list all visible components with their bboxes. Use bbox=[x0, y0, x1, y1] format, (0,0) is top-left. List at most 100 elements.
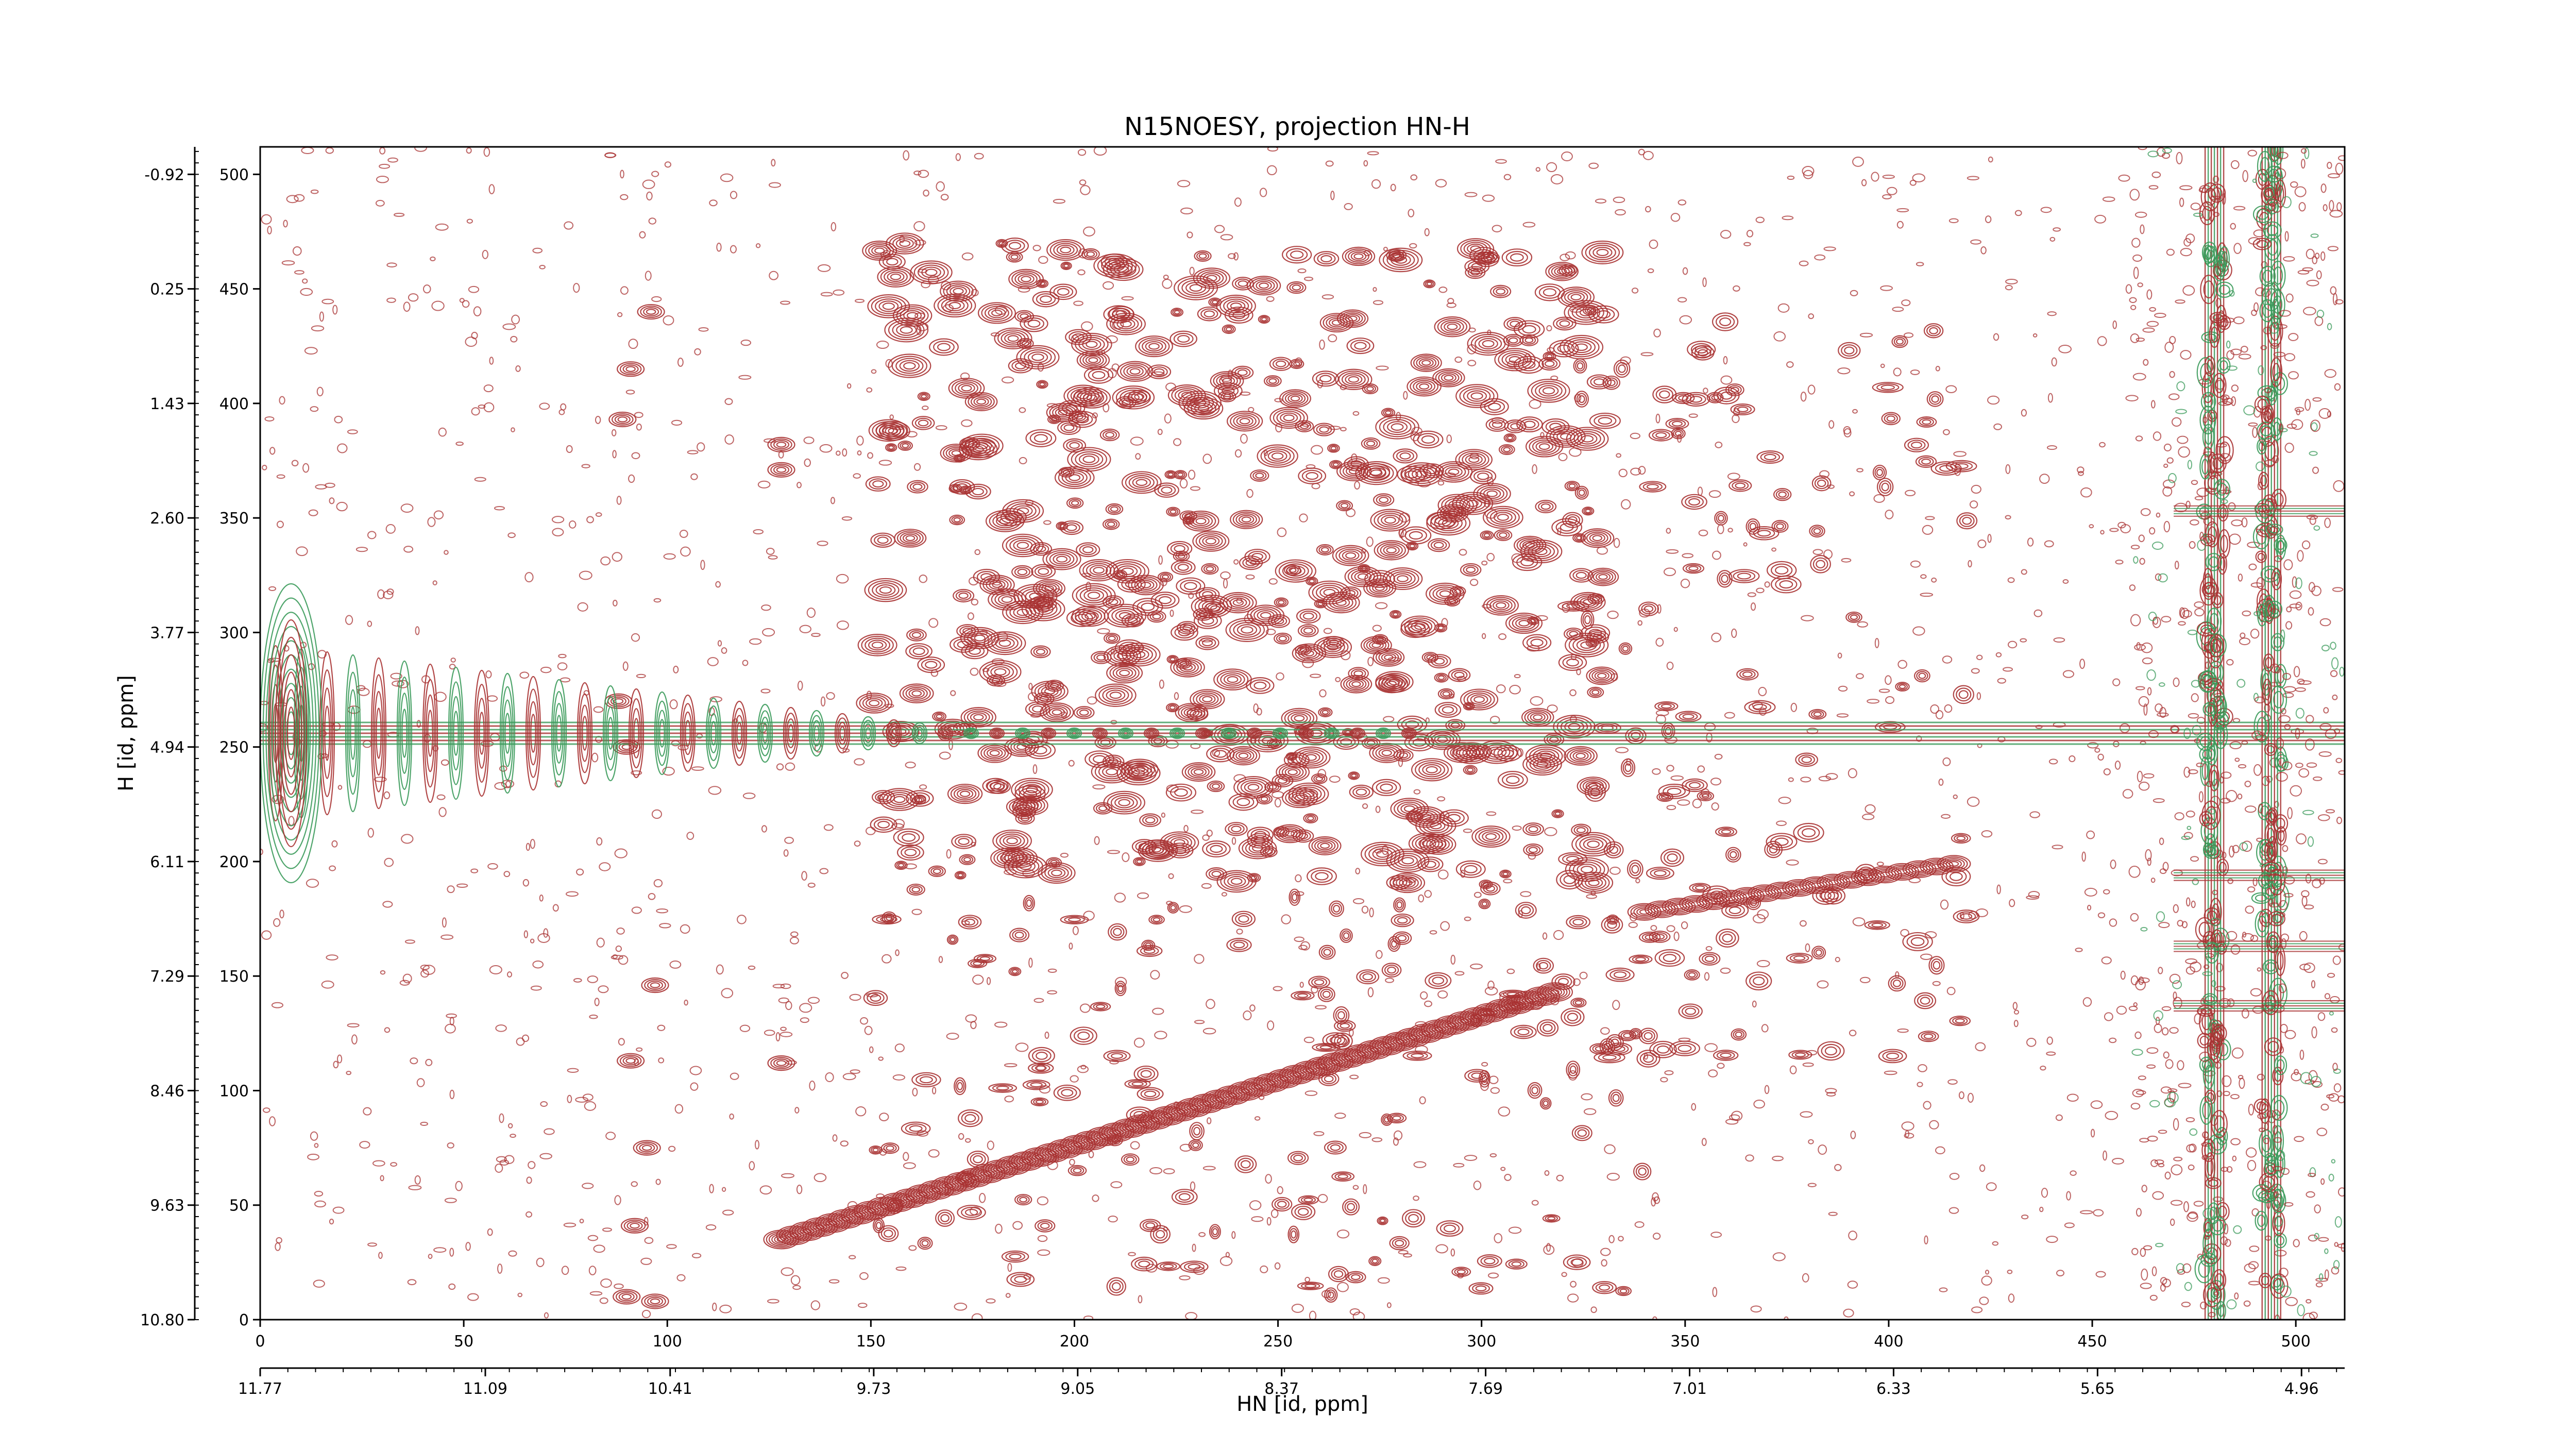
noise-contour bbox=[449, 1248, 454, 1257]
noise-contour bbox=[1550, 174, 1564, 184]
noise-contour bbox=[2046, 1051, 2056, 1056]
noise-contour bbox=[1727, 528, 1733, 533]
noise-contour bbox=[1581, 1093, 1593, 1101]
noise-contour bbox=[1408, 209, 1415, 217]
y-tick-label: 100 bbox=[219, 1082, 249, 1100]
noise-contour bbox=[375, 199, 385, 207]
noise-contour bbox=[785, 762, 795, 771]
noise-contour bbox=[376, 175, 389, 183]
noise-contour bbox=[374, 777, 387, 782]
noise-contour bbox=[2079, 659, 2086, 669]
noise-contour bbox=[1266, 296, 1275, 302]
noise-contour bbox=[2026, 1037, 2037, 1047]
noise-contour bbox=[2081, 851, 2086, 862]
noise-contour bbox=[1231, 837, 1236, 845]
noise-contour bbox=[1583, 1108, 1597, 1115]
noise-contour bbox=[986, 977, 991, 985]
noise-contour bbox=[1138, 1295, 1143, 1304]
noise-contour bbox=[636, 673, 646, 679]
noise-contour bbox=[2257, 1073, 2265, 1081]
noise-contour bbox=[1531, 1200, 1539, 1206]
noise-contour bbox=[636, 1047, 643, 1052]
noise-contour bbox=[294, 194, 305, 202]
noise-contour bbox=[2284, 443, 2294, 453]
noise-contour bbox=[2008, 1293, 2015, 1303]
noise-contour bbox=[1905, 1130, 1910, 1138]
noise-contour bbox=[707, 657, 719, 666]
noise-contour bbox=[1336, 1229, 1350, 1239]
noise-contour bbox=[855, 298, 865, 303]
x-ppm-tick-label: 11.09 bbox=[463, 1380, 507, 1398]
noise-contour bbox=[1800, 392, 1807, 402]
noise-contour bbox=[589, 1014, 598, 1019]
noise-contour bbox=[1158, 555, 1163, 565]
noise-contour bbox=[2095, 1271, 2106, 1278]
noise-contour bbox=[1489, 1153, 1497, 1158]
noise-contour bbox=[304, 347, 318, 355]
noise-contour bbox=[1498, 1106, 1511, 1117]
noise-contour bbox=[1971, 484, 1981, 494]
noise-contour bbox=[1007, 1262, 1012, 1272]
x-tick-label: 400 bbox=[1874, 1333, 1903, 1351]
noise-contour bbox=[832, 1134, 838, 1142]
noise-contour bbox=[1520, 891, 1532, 897]
noise-contour bbox=[1935, 365, 1940, 372]
noise-contour bbox=[532, 247, 543, 254]
noise-contour bbox=[2028, 890, 2040, 898]
noise-contour bbox=[1758, 687, 1767, 697]
noise-contour bbox=[842, 448, 848, 457]
noise-contour bbox=[466, 147, 472, 154]
noise-contour bbox=[689, 1066, 702, 1075]
noise-contour bbox=[2115, 560, 2124, 565]
noise-contour bbox=[430, 256, 436, 262]
noise-contour bbox=[416, 720, 421, 728]
noise-contour bbox=[2046, 445, 2057, 450]
noise-contour bbox=[1027, 692, 1038, 701]
noise-contour bbox=[972, 974, 984, 985]
noise-contour bbox=[1137, 892, 1149, 899]
noise-contour bbox=[2226, 1166, 2233, 1173]
noise-contour bbox=[1710, 1232, 1722, 1238]
noise-contour bbox=[292, 246, 302, 256]
noise-contour bbox=[1750, 1305, 1762, 1313]
noise-contour bbox=[1917, 1082, 1923, 1087]
noise-contour bbox=[1556, 1174, 1564, 1182]
noise-contour bbox=[1223, 578, 1228, 589]
noise-contour bbox=[1787, 175, 1795, 180]
noise-contour bbox=[558, 653, 567, 659]
noise-contour bbox=[1993, 423, 2002, 430]
noise-contour bbox=[784, 836, 794, 844]
noise-contour bbox=[1638, 466, 1646, 475]
noise-contour bbox=[427, 517, 436, 527]
noise-contour bbox=[1492, 225, 1502, 232]
noise-contour bbox=[1590, 1306, 1597, 1313]
noise-contour bbox=[2147, 857, 2151, 866]
noise-contour bbox=[1725, 1118, 1739, 1125]
noise-contour bbox=[781, 1173, 795, 1178]
noise-contour bbox=[1484, 986, 1498, 996]
noise-contour bbox=[620, 194, 629, 200]
noise-contour bbox=[2105, 1110, 2119, 1120]
x-axis-label: HN [id, ppm] bbox=[1236, 1392, 1368, 1416]
noise-contour bbox=[761, 604, 771, 611]
noise-contour bbox=[970, 667, 979, 676]
noise-contour bbox=[1276, 672, 1284, 681]
noise-contour bbox=[399, 980, 410, 986]
noise-contour bbox=[2079, 1210, 2093, 1215]
y-tick-label: 50 bbox=[229, 1197, 249, 1215]
noise-contour bbox=[809, 1081, 816, 1091]
noise-contour bbox=[1495, 159, 1507, 164]
noise-contour bbox=[377, 589, 385, 599]
noise-contour bbox=[1214, 225, 1225, 233]
y-ppm-tick-label: 3.77 bbox=[150, 624, 184, 642]
x-ppm-tick-label: 5.65 bbox=[2080, 1380, 2115, 1398]
noise-contour bbox=[780, 983, 791, 989]
noise-contour bbox=[565, 891, 579, 897]
noise-contour bbox=[1315, 1005, 1327, 1010]
noise-contour bbox=[653, 598, 662, 603]
noise-contour bbox=[1920, 574, 1927, 579]
noise-contour bbox=[1664, 1070, 1674, 1075]
noise-contour bbox=[1361, 905, 1369, 914]
noise-contour bbox=[1652, 1233, 1661, 1240]
noise-contour bbox=[440, 934, 454, 940]
